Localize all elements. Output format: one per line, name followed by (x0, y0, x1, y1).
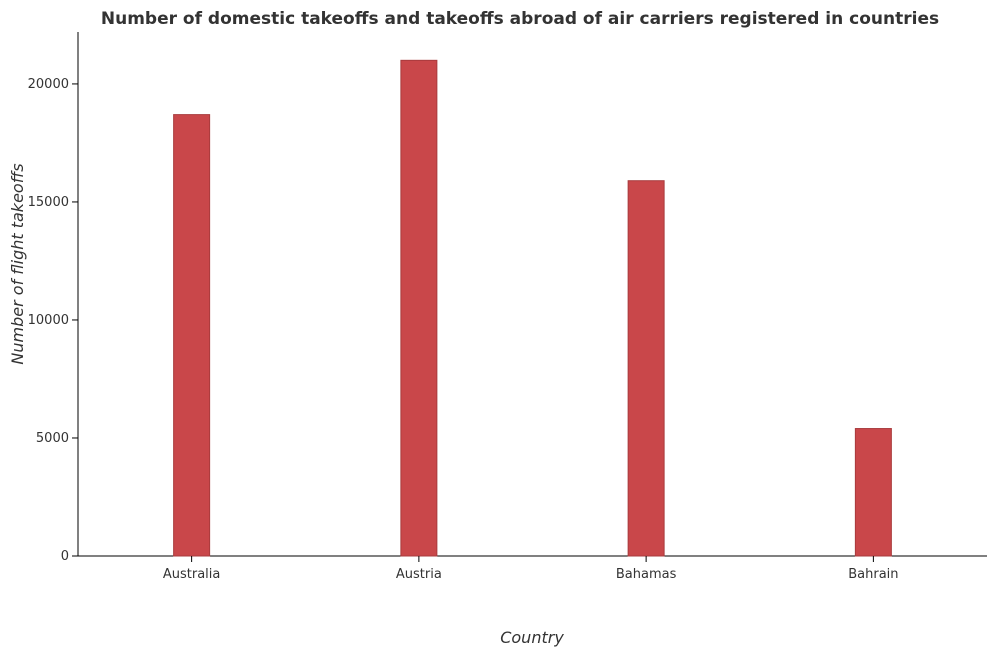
y-axis-label: Number of flight takeoffs (8, 163, 27, 364)
plot-area: 0 5000 10000 15000 20000 Australia Austria Baha… (28, 32, 987, 582)
bar-bahrain (854, 428, 892, 557)
chart-title: Number of domestic takeoffs and takeoffs… (101, 9, 939, 29)
x-tick-label: Bahamas (616, 567, 677, 582)
bar-australia (173, 114, 211, 557)
y-tick-label: 20000 (28, 77, 69, 92)
y-tick-label: 5000 (36, 431, 69, 446)
y-tick-label: 10000 (28, 313, 69, 328)
x-tick-label: Austria (396, 567, 442, 582)
bar-bahamas (627, 180, 665, 557)
x-tick-label: Australia (163, 567, 221, 582)
bar-austria (400, 59, 438, 557)
y-tick-label: 15000 (28, 195, 69, 210)
y-tick-label: 0 (61, 549, 69, 564)
x-axis-label: Country (500, 628, 564, 647)
x-tick-label: Bahrain (848, 567, 898, 582)
